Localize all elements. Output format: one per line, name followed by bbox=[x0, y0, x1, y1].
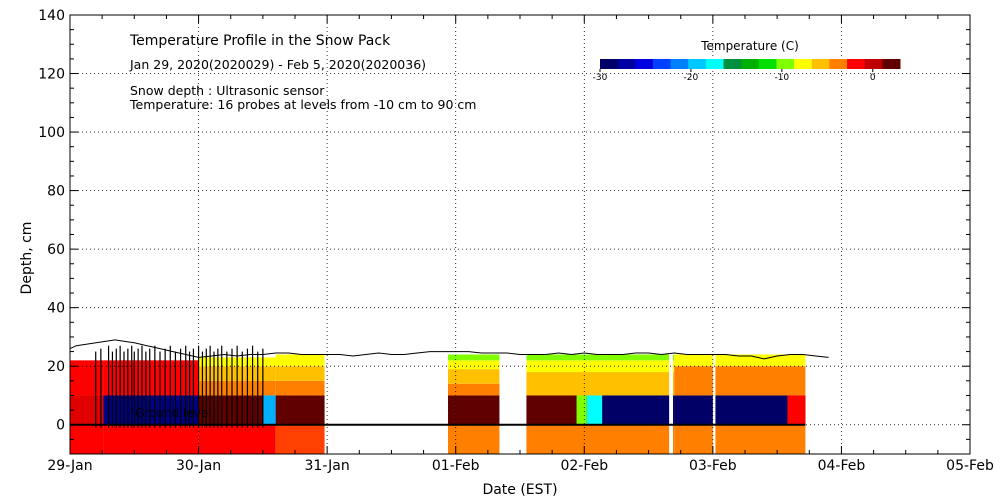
x-tick-label: 03-Feb bbox=[689, 458, 737, 474]
snow-depth-series bbox=[69, 339, 829, 360]
temperature-band-27 bbox=[526, 354, 675, 361]
temperature-band-13 bbox=[275, 395, 325, 425]
note-snow-depth: Snow depth : Ultrasonic sensor bbox=[130, 83, 325, 98]
temperature-band-6 bbox=[198, 424, 276, 454]
colorbar-swatch-7 bbox=[723, 59, 742, 69]
temperature-band-0 bbox=[70, 424, 104, 454]
colorbar-title: Temperature (C) bbox=[700, 39, 799, 53]
colorbar: -30 -20 -10 0 bbox=[593, 59, 901, 83]
colorbar-swatch-14 bbox=[847, 59, 866, 69]
temperature-band-1 bbox=[70, 395, 104, 425]
temperature-band-21 bbox=[448, 360, 500, 370]
temperature-band-31 bbox=[674, 424, 806, 454]
x-tick-label: 29-Jan bbox=[47, 458, 92, 474]
colorbar-swatch-3 bbox=[652, 59, 672, 69]
colorbar-tick-label: 0 bbox=[870, 73, 876, 83]
chart-subtitle: Jan 29, 2020(2020029) - Feb 5, 2020(2020… bbox=[129, 57, 426, 72]
y-tick-label: 80 bbox=[47, 184, 65, 200]
chart-title: Temperature Profile in the Snow Pack bbox=[129, 33, 391, 49]
x-tick-label: 31-Jan bbox=[305, 458, 350, 474]
colorbar-swatch-12 bbox=[811, 59, 830, 69]
y-axis-label: Depth, cm bbox=[19, 222, 35, 295]
colorbar-swatch-1 bbox=[617, 59, 636, 69]
y-tick-label: 20 bbox=[47, 359, 65, 375]
colorbar-tick-label: -30 bbox=[593, 73, 608, 83]
colorbar-swatch-2 bbox=[635, 59, 654, 69]
colorbar-swatch-11 bbox=[794, 59, 813, 69]
y-tick-label: 120 bbox=[38, 67, 65, 83]
unstable-readings bbox=[95, 345, 264, 428]
temperature-band-29 bbox=[586, 395, 603, 425]
temperature-band-15 bbox=[275, 366, 325, 381]
temperature-band-12 bbox=[275, 424, 325, 454]
temperature-band-19 bbox=[448, 383, 500, 396]
x-tick-label: 04-Feb bbox=[818, 458, 866, 474]
temperature-band-22 bbox=[448, 354, 500, 361]
x-tick-label: 30-Jan bbox=[176, 458, 221, 474]
temperature-band-26 bbox=[526, 360, 675, 373]
temperature-band-20 bbox=[448, 369, 500, 384]
temperature-band-16 bbox=[275, 354, 325, 367]
colorbar-tick-label: -10 bbox=[774, 73, 789, 83]
snow-depth-line bbox=[69, 339, 829, 360]
temperature-band-35 bbox=[787, 395, 806, 425]
temperature-band-11 bbox=[262, 395, 276, 425]
temperature-band-17 bbox=[448, 424, 500, 454]
colorbar-swatch-5 bbox=[688, 59, 707, 69]
y-tick-label: 40 bbox=[47, 301, 65, 317]
x-tick-label: 05-Feb bbox=[946, 458, 994, 474]
y-tick-label: 0 bbox=[56, 418, 65, 434]
data-gaps bbox=[669, 348, 716, 454]
axis-ticks: 29-Jan 30-Jan 31-Jan 01-Feb 02-Feb 03-Feb 04-F… bbox=[38, 8, 994, 474]
y-tick-label: 100 bbox=[38, 125, 65, 141]
temperature-band-5 bbox=[103, 360, 199, 396]
colorbar-swatch-15 bbox=[864, 59, 883, 69]
note-temperature: Temperature: 16 probes at levels from -1… bbox=[129, 97, 476, 112]
temperature-band-30 bbox=[602, 395, 675, 425]
temperature-band-2 bbox=[70, 360, 104, 396]
temperature-band-25 bbox=[526, 372, 675, 396]
temperature-band-14 bbox=[275, 380, 325, 396]
colorbar-swatch-13 bbox=[829, 59, 848, 69]
temperature-band-18 bbox=[448, 395, 500, 425]
temperature-band-3 bbox=[103, 424, 199, 454]
colorbar-swatch-10 bbox=[776, 59, 795, 69]
x-tick-label: 02-Feb bbox=[560, 458, 608, 474]
temperature-band-23 bbox=[526, 424, 675, 454]
y-tick-label: 60 bbox=[47, 242, 65, 258]
colorbar-swatch-6 bbox=[705, 59, 725, 69]
temperature-band-4 bbox=[103, 395, 199, 425]
colorbar-swatch-0 bbox=[600, 59, 619, 69]
data-gap-1 bbox=[712, 348, 716, 454]
y-tick-label: 140 bbox=[38, 8, 65, 24]
temperature-band-33 bbox=[674, 366, 806, 396]
colorbar-tick-label: -20 bbox=[684, 73, 699, 83]
temperature-band-34 bbox=[674, 354, 806, 367]
colorbar-swatch-8 bbox=[741, 59, 760, 69]
ground-level-label: Ground level bbox=[135, 406, 212, 420]
temperature-band-32 bbox=[674, 395, 806, 425]
colorbar-swatch-9 bbox=[758, 59, 777, 69]
colorbar-swatch-16 bbox=[882, 59, 901, 69]
x-axis-label: Date (EST) bbox=[482, 482, 557, 498]
data-gap-0 bbox=[669, 348, 673, 454]
temperature-band-28 bbox=[576, 395, 587, 425]
x-tick-label: 01-Feb bbox=[432, 458, 480, 474]
colorbar-swatch-4 bbox=[670, 59, 689, 69]
